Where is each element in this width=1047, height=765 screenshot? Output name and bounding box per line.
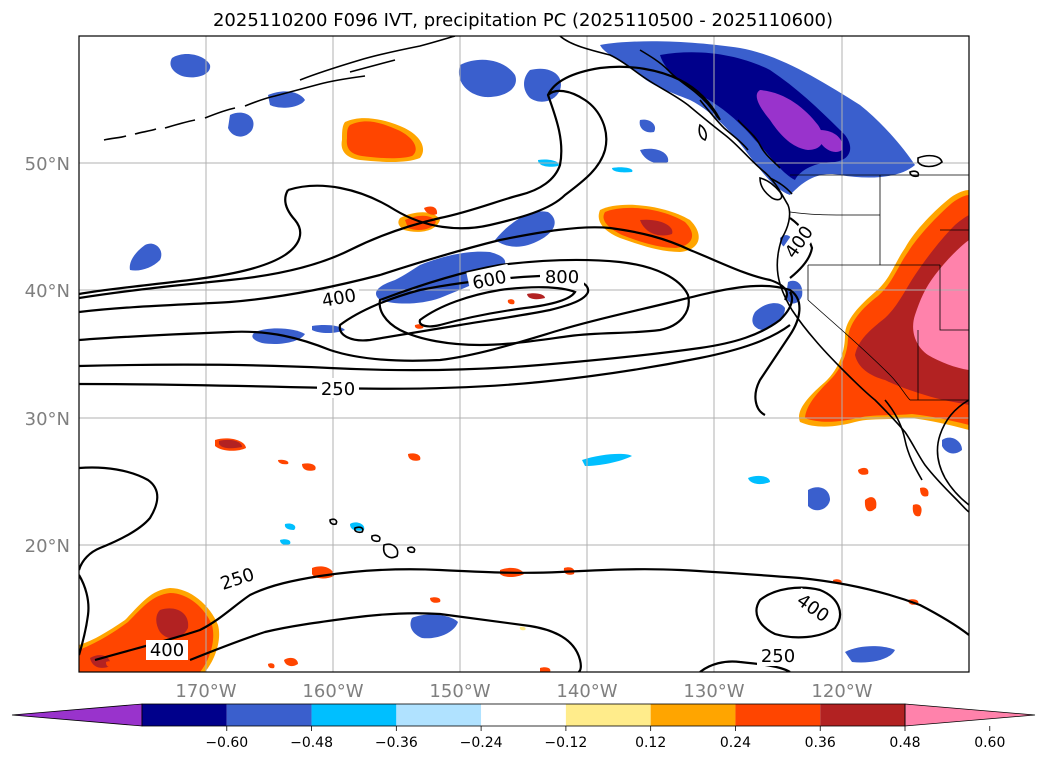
colorbar-tick-label: −0.48: [290, 735, 333, 751]
figure-title: 2025110200 F096 IVT, precipitation PC (2…: [213, 10, 833, 31]
colorbar-tick-label: −0.36: [375, 735, 418, 751]
political-borders: [789, 174, 969, 401]
contour-labels: 400 600 800 250 250 400 400 250 400: [146, 219, 836, 667]
lon-label-130w: 130°W: [683, 681, 744, 702]
colorbar-segment: [820, 704, 905, 726]
positive-precip-anomaly: [79, 118, 969, 672]
lat-label-40n: 40°N: [25, 281, 70, 302]
colorbar-tick-label: 0.24: [720, 735, 751, 751]
colorbar-outline: [141, 703, 906, 727]
latitude-labels: 50°N 40°N 30°N 20°N: [25, 154, 70, 557]
lat-label-20n: 20°N: [25, 536, 70, 557]
colorbar-segment: [735, 704, 821, 726]
contour-label-250-southeast: 250: [761, 646, 795, 667]
lon-label-150w: 150°W: [429, 681, 490, 702]
ivt-contours: [79, 65, 969, 672]
lat-label-30n: 30°N: [25, 409, 70, 430]
colorbar-segment: [396, 704, 482, 726]
colorbar-tick-label: 0.12: [635, 735, 666, 751]
colorbar-extend-max: [904, 703, 1036, 727]
colorbar-segment: [226, 704, 312, 726]
contour-label-250-mid: 250: [321, 379, 355, 400]
contour-label-800: 800: [545, 267, 579, 288]
colorbar: −0.60 −0.48 −0.36 −0.24 −0.12 0.12 0.24 0.36 0.4…: [11, 703, 1036, 751]
lon-label-170w: 170°W: [175, 681, 236, 702]
coastlines: [103, 36, 969, 559]
lat-label-50n: 50°N: [25, 154, 70, 175]
map-frame: [78, 35, 970, 673]
colorbar-extend-min: [11, 703, 143, 727]
colorbar-segment: [650, 704, 736, 726]
colorbar-segment: [565, 704, 651, 726]
contour-label-400-southwest: 400: [150, 640, 184, 661]
colorbar-tick-label: −0.24: [460, 735, 503, 751]
colorbar-segment: [481, 704, 566, 726]
colorbar-tick-label: −0.60: [205, 735, 248, 751]
colorbar-tick-label: 0.60: [974, 735, 1005, 751]
lon-label-160w: 160°W: [302, 681, 363, 702]
colorbar-segment: [311, 704, 397, 726]
map-content: 400 600 800 250 250 400 400 250 400: [79, 36, 969, 672]
colorbar-tick-label: 0.48: [889, 735, 920, 751]
lon-label-120w: 120°W: [811, 681, 872, 702]
lon-label-140w: 140°W: [556, 681, 617, 702]
longitude-labels: 170°W 160°W 150°W 140°W 130°W 120°W: [175, 681, 872, 702]
colorbar-tick-label: 0.36: [805, 735, 836, 751]
colorbar-tick-label: −0.12: [544, 735, 587, 751]
colorbar-segment: [142, 704, 227, 726]
